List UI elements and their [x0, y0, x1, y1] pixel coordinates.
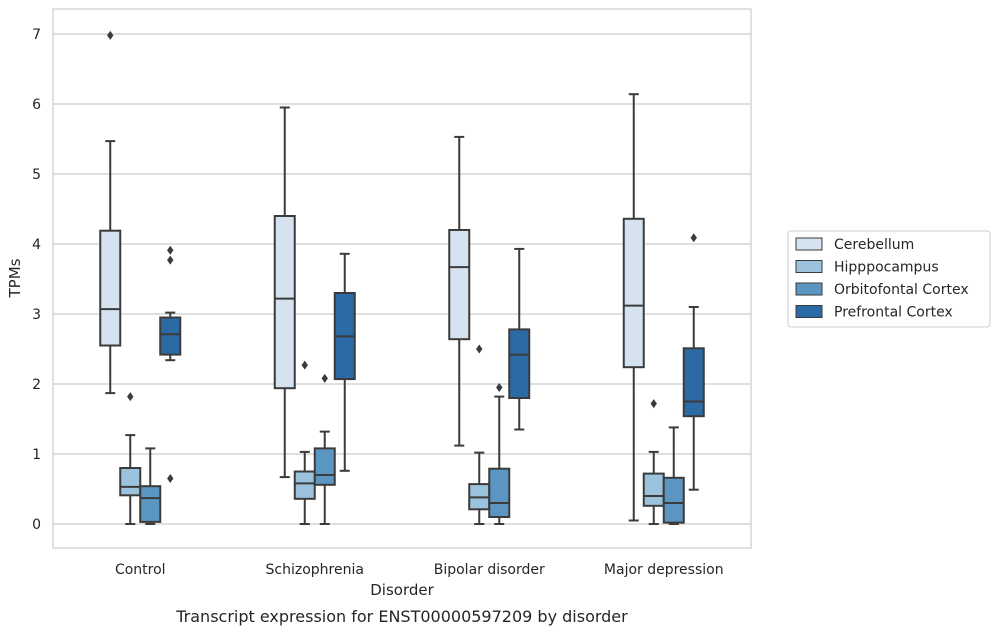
box-group [508, 247, 531, 431]
box-group [488, 383, 511, 525]
x-tick-labels: Control Schizophrenia Bipolar disorder Majo… [115, 562, 724, 578]
legend-label: Cerebellum [834, 237, 914, 253]
legend-entries: Cerebellum Hipppocampus Orbitofontal Corte… [795, 237, 969, 321]
x-tick-label: Control [115, 562, 166, 578]
y-axis-label: TPMs [6, 258, 24, 298]
outlier-point [167, 255, 174, 265]
box-group [333, 252, 356, 472]
box-iqr [682, 347, 705, 418]
box-group [622, 93, 645, 522]
outlier-point [167, 474, 174, 483]
box-group [468, 344, 491, 525]
y-tick-label: 0 [32, 517, 41, 533]
box-iqr [159, 316, 182, 356]
box-group [313, 373, 336, 525]
outlier-point [476, 344, 483, 354]
plot-area-frame [52, 8, 752, 549]
box-series-layer [99, 30, 705, 525]
x-tick-label: Major depression [604, 562, 724, 578]
outlier-point [650, 399, 657, 409]
box-iqr [448, 229, 471, 341]
y-tick-labels: 0 1 2 3 4 5 6 7 [32, 27, 41, 533]
box-group [159, 245, 182, 483]
box-group [642, 399, 665, 525]
box-group [293, 360, 316, 525]
box-group [119, 392, 142, 525]
box-group [273, 106, 296, 479]
x-tick-label: Schizophrenia [266, 562, 364, 578]
outlier-point [321, 373, 328, 383]
legend-swatch [795, 237, 823, 251]
box-iqr [99, 229, 122, 347]
legend-label: Hipppocampus [834, 260, 939, 276]
box-group [662, 426, 685, 525]
y-tick-label: 1 [32, 447, 41, 463]
outlier-point [496, 383, 503, 392]
box-group [99, 30, 122, 395]
legend: Cerebellum Hipppocampus Orbitofontal Corte… [787, 230, 991, 328]
y-tick-label: 5 [32, 167, 41, 183]
legend-label: Prefrontal Cortex [834, 305, 953, 321]
y-tick-label: 2 [32, 377, 41, 393]
series-0 [99, 30, 645, 522]
box-group [139, 447, 162, 525]
box-group [682, 233, 705, 491]
y-tick-label: 3 [32, 307, 41, 323]
outlier-point [167, 245, 174, 255]
series-2 [139, 373, 685, 525]
box-iqr [488, 467, 511, 519]
series-3 [159, 233, 705, 491]
box-iqr [119, 467, 142, 497]
outlier-point [690, 233, 697, 243]
y-tick-label: 7 [32, 27, 41, 43]
x-axis-label: Disorder [370, 581, 434, 599]
box-group [448, 135, 471, 447]
legend-swatch [795, 260, 823, 273]
box-iqr [508, 328, 531, 399]
box-iqr [662, 476, 685, 524]
box-iqr [293, 470, 316, 500]
legend-frame [787, 230, 991, 328]
gridlines [53, 33, 751, 525]
legend-swatch [795, 305, 823, 318]
box-iqr [313, 447, 336, 486]
box-iqr [642, 472, 665, 507]
series-1 [119, 344, 665, 525]
y-tick-label: 6 [32, 97, 41, 113]
outlier-point [127, 392, 134, 402]
chart-caption: Transcript expression for ENST0000059720… [175, 607, 628, 626]
y-tick-label: 4 [32, 237, 41, 253]
legend-label: Orbitofontal Cortex [834, 282, 969, 298]
box-iqr [273, 215, 296, 390]
legend-swatch [795, 282, 823, 296]
x-tick-label: Bipolar disorder [434, 562, 545, 578]
outlier-point [301, 360, 308, 370]
box-iqr [622, 217, 645, 369]
outlier-point [107, 30, 114, 40]
box-iqr [139, 485, 162, 523]
